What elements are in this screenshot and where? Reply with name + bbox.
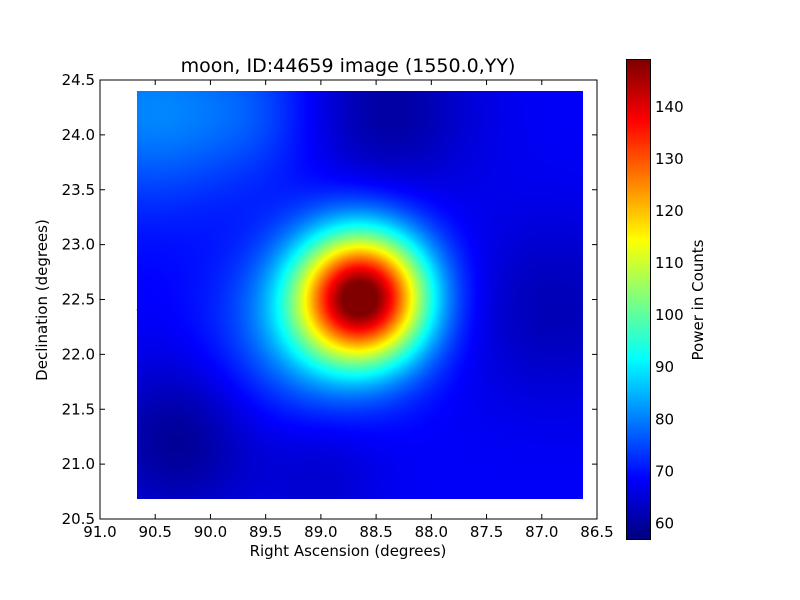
x-tick-label: 91.0 (83, 523, 116, 541)
colorbar-tick-label: 70 (655, 462, 674, 480)
y-tick-label: 22.5 (62, 291, 95, 309)
colorbar-gradient (627, 60, 650, 539)
y-tick-label: 23.0 (62, 236, 95, 254)
y-tick-label: 23.5 (62, 181, 95, 199)
colorbar-label: Power in Counts (689, 239, 707, 360)
y-tick-label: 21.0 (62, 455, 95, 473)
colorbar-tick-label: 60 (655, 514, 674, 532)
heatmap-image (137, 91, 583, 499)
x-axis-label: Right Ascension (degrees) (250, 542, 447, 560)
y-tick-label: 21.5 (62, 400, 95, 418)
x-tick-label: 90.0 (194, 523, 227, 541)
colorbar-ticks: 60 70 80 90 100 110 120 130 140 (627, 98, 684, 532)
colorbar-tick-label: 100 (655, 306, 684, 324)
x-tick-label: 87.0 (525, 523, 558, 541)
chart-title: moon, ID:44659 image (1550.0,YY) (181, 55, 516, 77)
colorbar-tick-label: 140 (655, 98, 684, 116)
colorbar-tick-label: 80 (655, 410, 674, 428)
x-tick-label: 87.5 (470, 523, 503, 541)
y-tick-label: 24.0 (62, 126, 95, 144)
x-tick-label: 90.5 (139, 523, 172, 541)
x-axis-ticks: 91.0 90.5 90.0 89.5 89.0 88.5 88.0 87.5 87.0 86.5 (83, 80, 614, 541)
colorbar-tick-label: 110 (655, 254, 684, 272)
x-tick-label: 89.0 (304, 523, 337, 541)
colorbar-tick-label: 90 (655, 358, 674, 376)
y-axis-ticks: 20.5 21.0 21.5 22.0 22.5 23.0 23.5 24.0 24.5 (62, 71, 597, 528)
y-axis-label: Declination (degrees) (33, 219, 51, 381)
y-tick-label: 20.5 (62, 510, 95, 528)
colorbar-tick-label: 120 (655, 202, 684, 220)
x-tick-label: 88.0 (415, 523, 448, 541)
y-tick-label: 24.5 (62, 71, 95, 89)
y-tick-label: 22.0 (62, 345, 95, 363)
colorbar-frame (626, 59, 651, 540)
x-tick-label: 88.5 (359, 523, 392, 541)
x-tick-label: 86.5 (580, 523, 613, 541)
x-tick-label: 89.5 (249, 523, 282, 541)
colorbar-tick-label: 130 (655, 150, 684, 168)
